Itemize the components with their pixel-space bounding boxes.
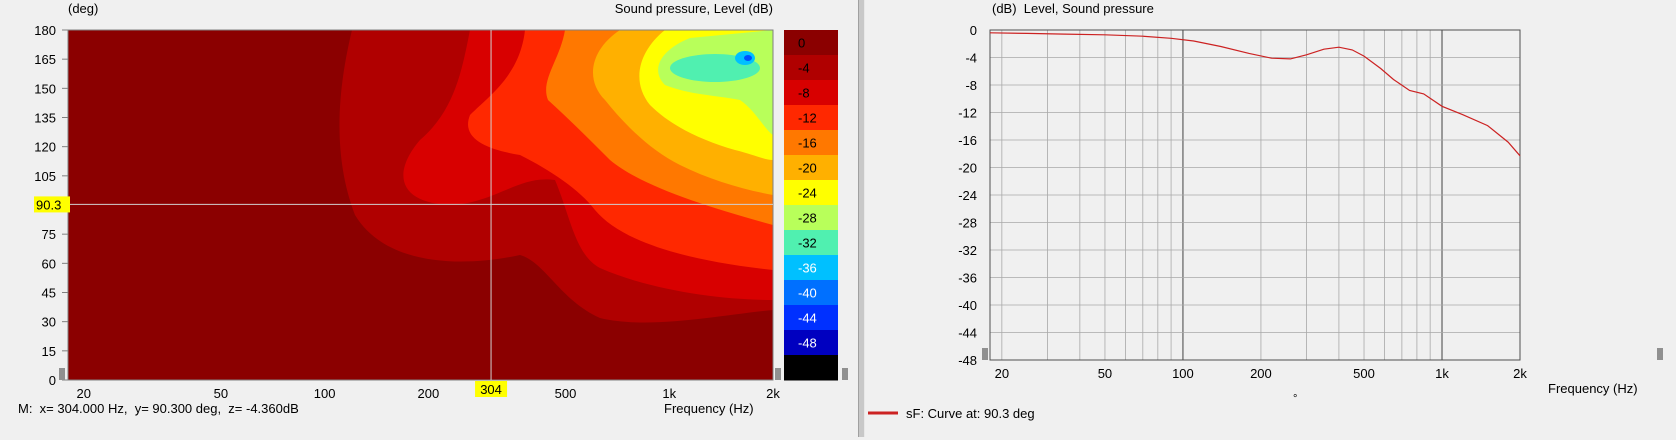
colorbar-swatch [784, 80, 838, 106]
x-tick-label: 100 [1172, 366, 1194, 381]
y-tick-label: -48 [958, 353, 977, 368]
colorbar-level-label: -12 [798, 111, 817, 126]
y-tick-label: -44 [958, 326, 977, 341]
x-axis-label: Frequency (Hz) [1548, 381, 1638, 396]
y-tick-label: 150 [34, 81, 56, 96]
panel-splitter[interactable] [858, 0, 865, 437]
x-axis-ticks: 20 50 100 200 500 1k 2k [77, 386, 781, 401]
x-tick-label: 20 [77, 386, 91, 401]
colorbar-swatch [784, 305, 838, 331]
y-tick-label: 180 [34, 23, 56, 38]
y-tick-label: -40 [958, 298, 977, 313]
legend-label[interactable]: sF: Curve at: 90.3 deg [906, 406, 1035, 421]
y-tick-label: -16 [958, 133, 977, 148]
chart-title: (dB) Level, Sound pressure [992, 1, 1154, 16]
colorbar-swatch [784, 130, 838, 156]
y-tick-label: 30 [42, 315, 56, 330]
y-tick-label: 45 [42, 286, 56, 301]
colorbar-swatch [784, 205, 838, 231]
y-tick-label: 15 [42, 344, 56, 359]
colorbar-swatch [784, 155, 838, 181]
x-tick-label: 20 [995, 366, 1009, 381]
y-tick-label: 120 [34, 140, 56, 155]
x-tick-label: 100 [314, 386, 336, 401]
degree-mark: ° [1293, 393, 1297, 405]
y-tick-label: 0 [49, 373, 56, 388]
colorbar-level-label: -40 [798, 286, 817, 301]
y-tick-label: -12 [958, 106, 977, 121]
directivity-map-chart: (deg) Sound pressure, Level (dB) 0153045… [18, 1, 848, 416]
y-tick-label: -4 [965, 51, 977, 66]
y-tick-label: 0 [970, 23, 977, 38]
y-tick-label: 105 [34, 169, 56, 184]
x-tick-label: 2k [766, 386, 780, 401]
x-scroll-handle[interactable] [1657, 348, 1663, 360]
colorbar-swatch [784, 280, 838, 306]
x-tick-label: 2k [1513, 366, 1527, 381]
y-tick-label: -24 [958, 188, 977, 203]
colorbar-swatch [784, 30, 838, 56]
x-tick-label: 500 [555, 386, 577, 401]
colorbar-swatch [784, 255, 838, 281]
x-axis-ticks: 20 50 100 200 500 1k 2k [995, 366, 1528, 381]
colorbar-swatch [784, 180, 838, 206]
response-curve-line[interactable] [989, 32, 1521, 157]
response-curve-panel: (dB) Level, Sound pressure 0 -4 -8 -12 -16 -2… [865, 0, 1676, 437]
colorbar-level-label: -28 [798, 211, 817, 226]
colorbar-level-label: -20 [798, 161, 817, 176]
y-tick-label: -36 [958, 271, 977, 286]
heat-band-minus40 [744, 55, 752, 61]
y-axis-ticks: 0153045607590105120135150165180 [34, 23, 68, 388]
cursor-status-text: M: x= 304.000 Hz, y= 90.300 deg, z= -4.3… [18, 401, 299, 416]
y-tick-label: -28 [958, 216, 977, 231]
x-tick-label: 500 [1353, 366, 1375, 381]
colorbar-level-label: -16 [798, 136, 817, 151]
y-tick-label: 75 [42, 227, 56, 242]
y-tick-label: 135 [34, 111, 56, 126]
colorbar-swatch [784, 230, 838, 256]
x-tick-label: 50 [214, 386, 228, 401]
directivity-map-panel: (deg) Sound pressure, Level (dB) 0 15 30 45… [18, 1, 848, 416]
y-tick-label: -32 [958, 243, 977, 258]
colorbar-level-label: -8 [798, 86, 810, 101]
cursor-y-readout: 90.3 [36, 197, 61, 212]
colorbar-level-label: -48 [798, 336, 817, 351]
colorbar-level-label: -36 [798, 261, 817, 276]
colorbar: 0 -4 -8 -12 -16 -20 -24 -28 -32 -36 -40 -44 -48 [784, 30, 838, 381]
colorbar-level-label: -44 [798, 311, 817, 326]
x-tick-label: 1k [1435, 366, 1449, 381]
cursor-y-readout-box [34, 196, 70, 213]
y-tick-label: -8 [965, 78, 977, 93]
response-curve-chart: (dB) Level, Sound pressure 0 -4 -8 -12 -16 -2… [868, 1, 1663, 421]
colorbar-level-label: -4 [798, 61, 810, 76]
colorbar-level-label: -32 [798, 236, 817, 251]
colorbar-swatch [784, 105, 838, 131]
colorbar-swatch [784, 55, 838, 81]
colorbar-scroll-handle[interactable] [842, 368, 848, 380]
y-unit-label: (deg) [68, 1, 98, 16]
y-tick-label: -20 [958, 161, 977, 176]
y-axis-ticks: 0 -4 -8 -12 -16 -20 -24 -28 -32 -36 -40 -44 -48 [958, 23, 977, 368]
x-axis-label: Frequency (Hz) [664, 401, 754, 416]
cursor-x-readout: 304 [480, 382, 502, 397]
y-tick-label: 60 [42, 256, 56, 271]
colorbar-swatch [784, 355, 838, 381]
y-scroll-handle[interactable] [59, 368, 65, 380]
y-tick-label: 165 [34, 52, 56, 67]
colorbar-level-label: -24 [798, 186, 817, 201]
x-scroll-handle[interactable] [775, 368, 781, 380]
heatmap-plot-area[interactable] [68, 30, 773, 380]
plot-frame [989, 29, 1521, 361]
x-tick-label: 50 [1098, 366, 1112, 381]
x-tick-label: 200 [1250, 366, 1272, 381]
x-tick-label: 1k [662, 386, 676, 401]
x-tick-label: 200 [418, 386, 440, 401]
cursor-x-readout-box [475, 381, 508, 397]
chart-title: Sound pressure, Level (dB) [615, 1, 773, 16]
y-scroll-handle[interactable] [982, 348, 988, 360]
colorbar-swatch [784, 330, 838, 356]
colorbar-level-label: 0 [798, 36, 805, 51]
